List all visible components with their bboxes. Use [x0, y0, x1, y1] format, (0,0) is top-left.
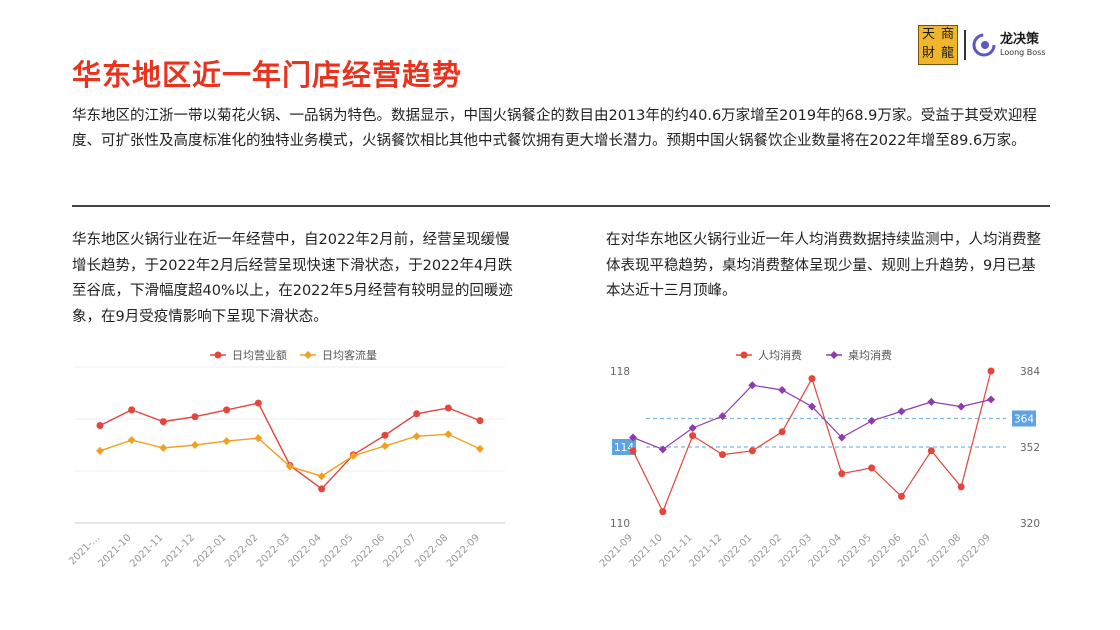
reference-badge: [1012, 410, 1036, 427]
series-line: [632, 370, 992, 514]
data-point: [286, 462, 294, 471]
data-point: [778, 428, 786, 436]
data-point: [987, 395, 995, 404]
data-point: [444, 430, 453, 439]
data-point: [222, 437, 231, 446]
reference-label: 114: [614, 442, 634, 454]
x-tick-label: 2022-03: [255, 532, 292, 569]
data-point: [808, 375, 816, 383]
data-point: [476, 444, 484, 453]
logo-char: 天: [921, 27, 935, 42]
data-point: [413, 410, 421, 418]
data-point: [927, 447, 935, 455]
data-point: [838, 470, 846, 478]
logo-char: 龍: [940, 46, 954, 61]
section-divider: [72, 205, 1050, 207]
data-point: [689, 432, 697, 440]
data-point: [476, 417, 484, 425]
data-point: [127, 436, 136, 445]
data-point: [381, 441, 389, 450]
right-axis-tick: 384: [1020, 366, 1040, 378]
data-point: [159, 418, 167, 426]
data-point: [957, 483, 965, 491]
data-point: [808, 402, 816, 411]
data-point: [837, 433, 846, 442]
logo-char: 商: [940, 27, 954, 42]
brand-name: 龙决策: [1000, 32, 1040, 47]
x-tick-label: 2022-02: [223, 532, 260, 569]
data-point: [318, 485, 326, 493]
data-point: [719, 451, 726, 459]
logo-divider: [964, 30, 966, 60]
data-point: [96, 422, 104, 429]
legend-label: 日均营业额: [232, 348, 287, 362]
data-point: [254, 434, 263, 443]
data-point: [444, 404, 452, 412]
data-point: [778, 386, 787, 394]
x-tick-label: 2022-09: [445, 532, 482, 569]
page-title: 华东地区近一年门店经营趋势: [72, 58, 463, 92]
revenue-traffic-chart: 日均营业额 日均客流量2021-...2021-102021-112021-122…: [67, 348, 505, 570]
x-tick-label: 2022-08: [413, 532, 450, 569]
x-tick-label: 2022-06: [350, 532, 387, 569]
dragon-icon: [972, 33, 996, 57]
data-point: [191, 413, 199, 421]
legend-label: 人均消费: [758, 348, 802, 362]
data-point: [688, 424, 697, 432]
data-point: [897, 407, 906, 416]
intro-paragraph: 华东地区的江浙一带以菊花火锅、一品锅为特色。数据显示，中国火锅餐企的数目由201…: [72, 108, 1037, 149]
data-point: [957, 402, 966, 411]
data-point: [658, 445, 667, 454]
data-point: [412, 432, 421, 441]
data-point: [381, 431, 389, 439]
tianshanglong-logo: 天 商 財 龍: [918, 25, 958, 65]
data-point: [659, 508, 667, 516]
left-axis-tick: 118: [610, 366, 630, 378]
data-point: [159, 443, 168, 452]
data-point: [317, 472, 326, 481]
legend-marker: [830, 351, 838, 359]
right-analysis-text: 在对华东地区火锅行业近一年人均消费数据持续监测中，人均消费整体表现平稳趋势，桌均…: [606, 232, 1041, 299]
data-point: [718, 412, 727, 421]
data-point: [191, 441, 199, 449]
series-line: [632, 384, 992, 451]
data-point: [748, 447, 756, 455]
data-point: [349, 451, 358, 460]
data-point: [128, 406, 136, 414]
data-point: [868, 464, 876, 472]
data-point: [898, 492, 905, 500]
brand-name-en: Loong Boss: [1000, 48, 1046, 57]
right-axis-tick: 320: [1020, 518, 1040, 530]
data-point: [987, 367, 995, 375]
x-tick-label: 2022-05: [318, 532, 355, 569]
left-axis-tick: 110: [610, 518, 630, 530]
data-point: [254, 399, 262, 407]
data-point: [748, 381, 757, 390]
data-point: [927, 397, 936, 406]
x-tick-label: 2022-04: [286, 532, 323, 569]
data-point: [96, 446, 104, 455]
x-tick-label: 2022-09: [956, 532, 993, 569]
data-point: [867, 416, 876, 425]
data-point: [629, 447, 637, 455]
x-tick-label: 2022-01: [191, 532, 228, 569]
x-tick-label: 2021-10: [96, 532, 133, 569]
brand-logos: 天 商 財 龍 龙决策 Loong Boss: [918, 25, 1046, 65]
data-point: [629, 433, 637, 442]
logo-char: 財: [921, 46, 935, 61]
reference-label: 364: [1014, 414, 1034, 426]
legend-marker: [214, 351, 222, 359]
left-analysis-text: 华东地区火锅行业在近一年经营中，自2022年2月前，经营呈现缓慢增长趋势，于20…: [72, 232, 513, 325]
x-tick-label: 2022-07: [381, 532, 418, 569]
legend-label: 日均客流量: [322, 348, 377, 362]
legend-marker: [304, 351, 312, 359]
x-tick-label: 2021-11: [128, 532, 165, 569]
right-axis-tick: 352: [1020, 442, 1040, 454]
legend-marker: [740, 351, 748, 359]
legend-label: 桌均消费: [848, 348, 892, 362]
data-point: [223, 406, 231, 414]
x-tick-label: 2021-12: [160, 532, 197, 569]
